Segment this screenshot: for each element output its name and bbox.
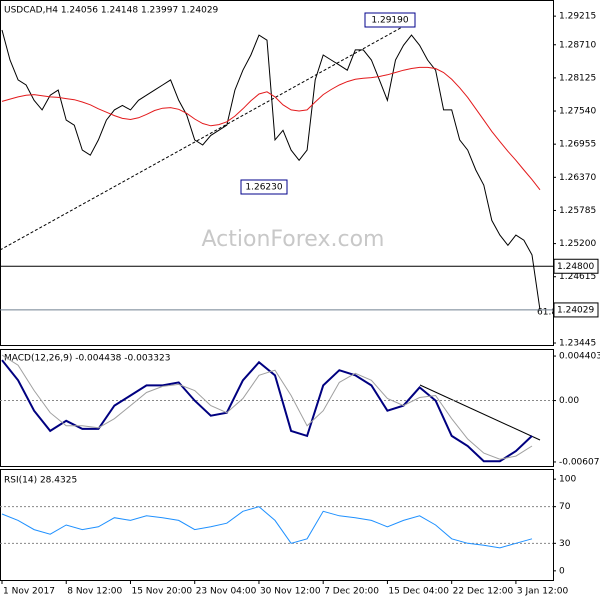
watermark: ActionForex.com (202, 227, 385, 252)
y-tick-label: 100 (559, 475, 576, 485)
level-label: 1.24800 (557, 262, 594, 272)
y-tick-label: 0.004403 (559, 352, 600, 362)
macd-panel (0, 349, 554, 467)
x-tick-label: 15 Dec 04:00 (388, 587, 449, 597)
y-tick-label: 1.26370 (559, 173, 596, 183)
rsi-title: RSI(14) 28.4325 (4, 476, 77, 486)
series-line (1, 506, 533, 549)
x-tick-label: 7 Dec 20:00 (324, 587, 379, 597)
y-tick-label: 1.25785 (559, 206, 596, 216)
y-tick-label: 1.28125 (559, 73, 596, 83)
series-line (1, 66, 541, 191)
y-tick-label: 1.23445 (559, 339, 596, 349)
price-panel (0, 0, 554, 346)
x-tick-label: 15 Nov 20:00 (131, 587, 192, 597)
annotation: 1.29190 (371, 16, 408, 26)
y-tick-label: 1.29215 (559, 12, 596, 22)
y-tick-label: 1.24615 (559, 272, 596, 282)
chart-title: USDCAD,H4 1.24056 1.24148 1.23997 1.2402… (4, 6, 219, 16)
macd-title: MACD(12,26,9) -0.004438 -0.003323 (4, 354, 170, 364)
macd-trend-line (419, 384, 541, 441)
annotation-box (240, 179, 288, 195)
y-tick-label: 1.25200 (559, 239, 596, 249)
annotation-box (364, 12, 416, 28)
y-tick-label: 0 (559, 566, 565, 576)
y-tick-label: 1.26955 (559, 140, 596, 150)
annotation: 1.26230 (245, 183, 282, 193)
x-tick-label: 23 Nov 04:00 (196, 587, 257, 597)
y-tick-label: 0.00 (559, 396, 579, 406)
y-tick-label: 70 (559, 502, 571, 512)
level-label: 1.24029 (557, 305, 594, 315)
trend-line (0, 19, 416, 251)
level-box (553, 258, 599, 274)
x-tick-label: 8 Nov 12:00 (67, 587, 122, 597)
x-tick-label: 3 Jan 12:00 (517, 587, 569, 597)
annotation: 61.8 (537, 308, 557, 318)
series-line (1, 354, 533, 460)
y-tick-label: 1.27540 (559, 107, 596, 117)
level-box (553, 302, 599, 318)
x-tick-label: 22 Dec 12:00 (453, 587, 514, 597)
x-tick-label: 30 Nov 12:00 (260, 587, 321, 597)
y-tick-label: 30 (559, 539, 571, 549)
y-tick-label: 1.28710 (559, 40, 596, 50)
x-tick-label: 1 Nov 2017 (3, 587, 55, 597)
y-tick-label: -0.006076 (559, 457, 600, 467)
series-line (1, 359, 533, 463)
series-line (1, 29, 541, 310)
rsi-panel (0, 469, 554, 581)
